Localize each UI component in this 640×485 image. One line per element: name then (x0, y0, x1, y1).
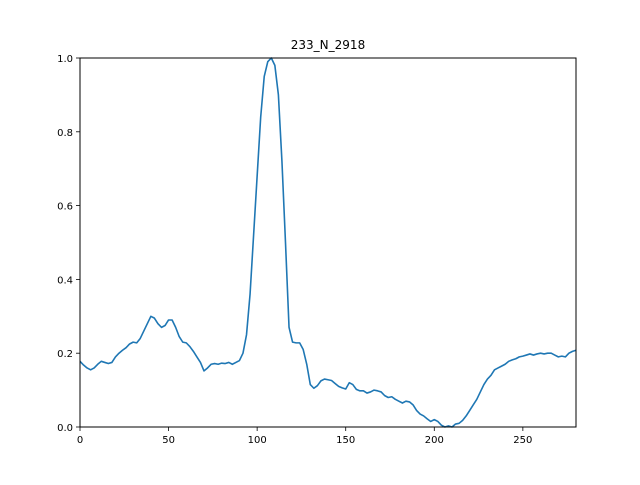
x-tick-label: 250 (513, 435, 532, 446)
x-tick-label: 50 (162, 435, 175, 446)
axes-frame (79, 57, 577, 428)
y-tick-label: 0.4 (57, 275, 73, 286)
y-tick-label: 0.6 (57, 202, 73, 213)
x-tick-label: 200 (425, 435, 444, 446)
y-tick-label: 1.0 (57, 54, 73, 65)
y-tick-label: 0.8 (57, 128, 73, 139)
x-tick-label: 0 (77, 435, 83, 446)
chart-title: 233_N_2918 (291, 38, 365, 52)
y-axis: 0.0 0.2 0.4 0.6 0.8 1.0 (57, 54, 80, 434)
y-tick-label: 0.0 (57, 423, 73, 434)
x-tick-label: 100 (248, 435, 267, 446)
y-tick-label: 0.2 (57, 349, 73, 360)
plot-area (79, 57, 577, 428)
series-line-0 (79, 57, 577, 428)
x-tick-label: 150 (336, 435, 355, 446)
x-axis: 0 50 100 150 200 250 (77, 427, 532, 446)
